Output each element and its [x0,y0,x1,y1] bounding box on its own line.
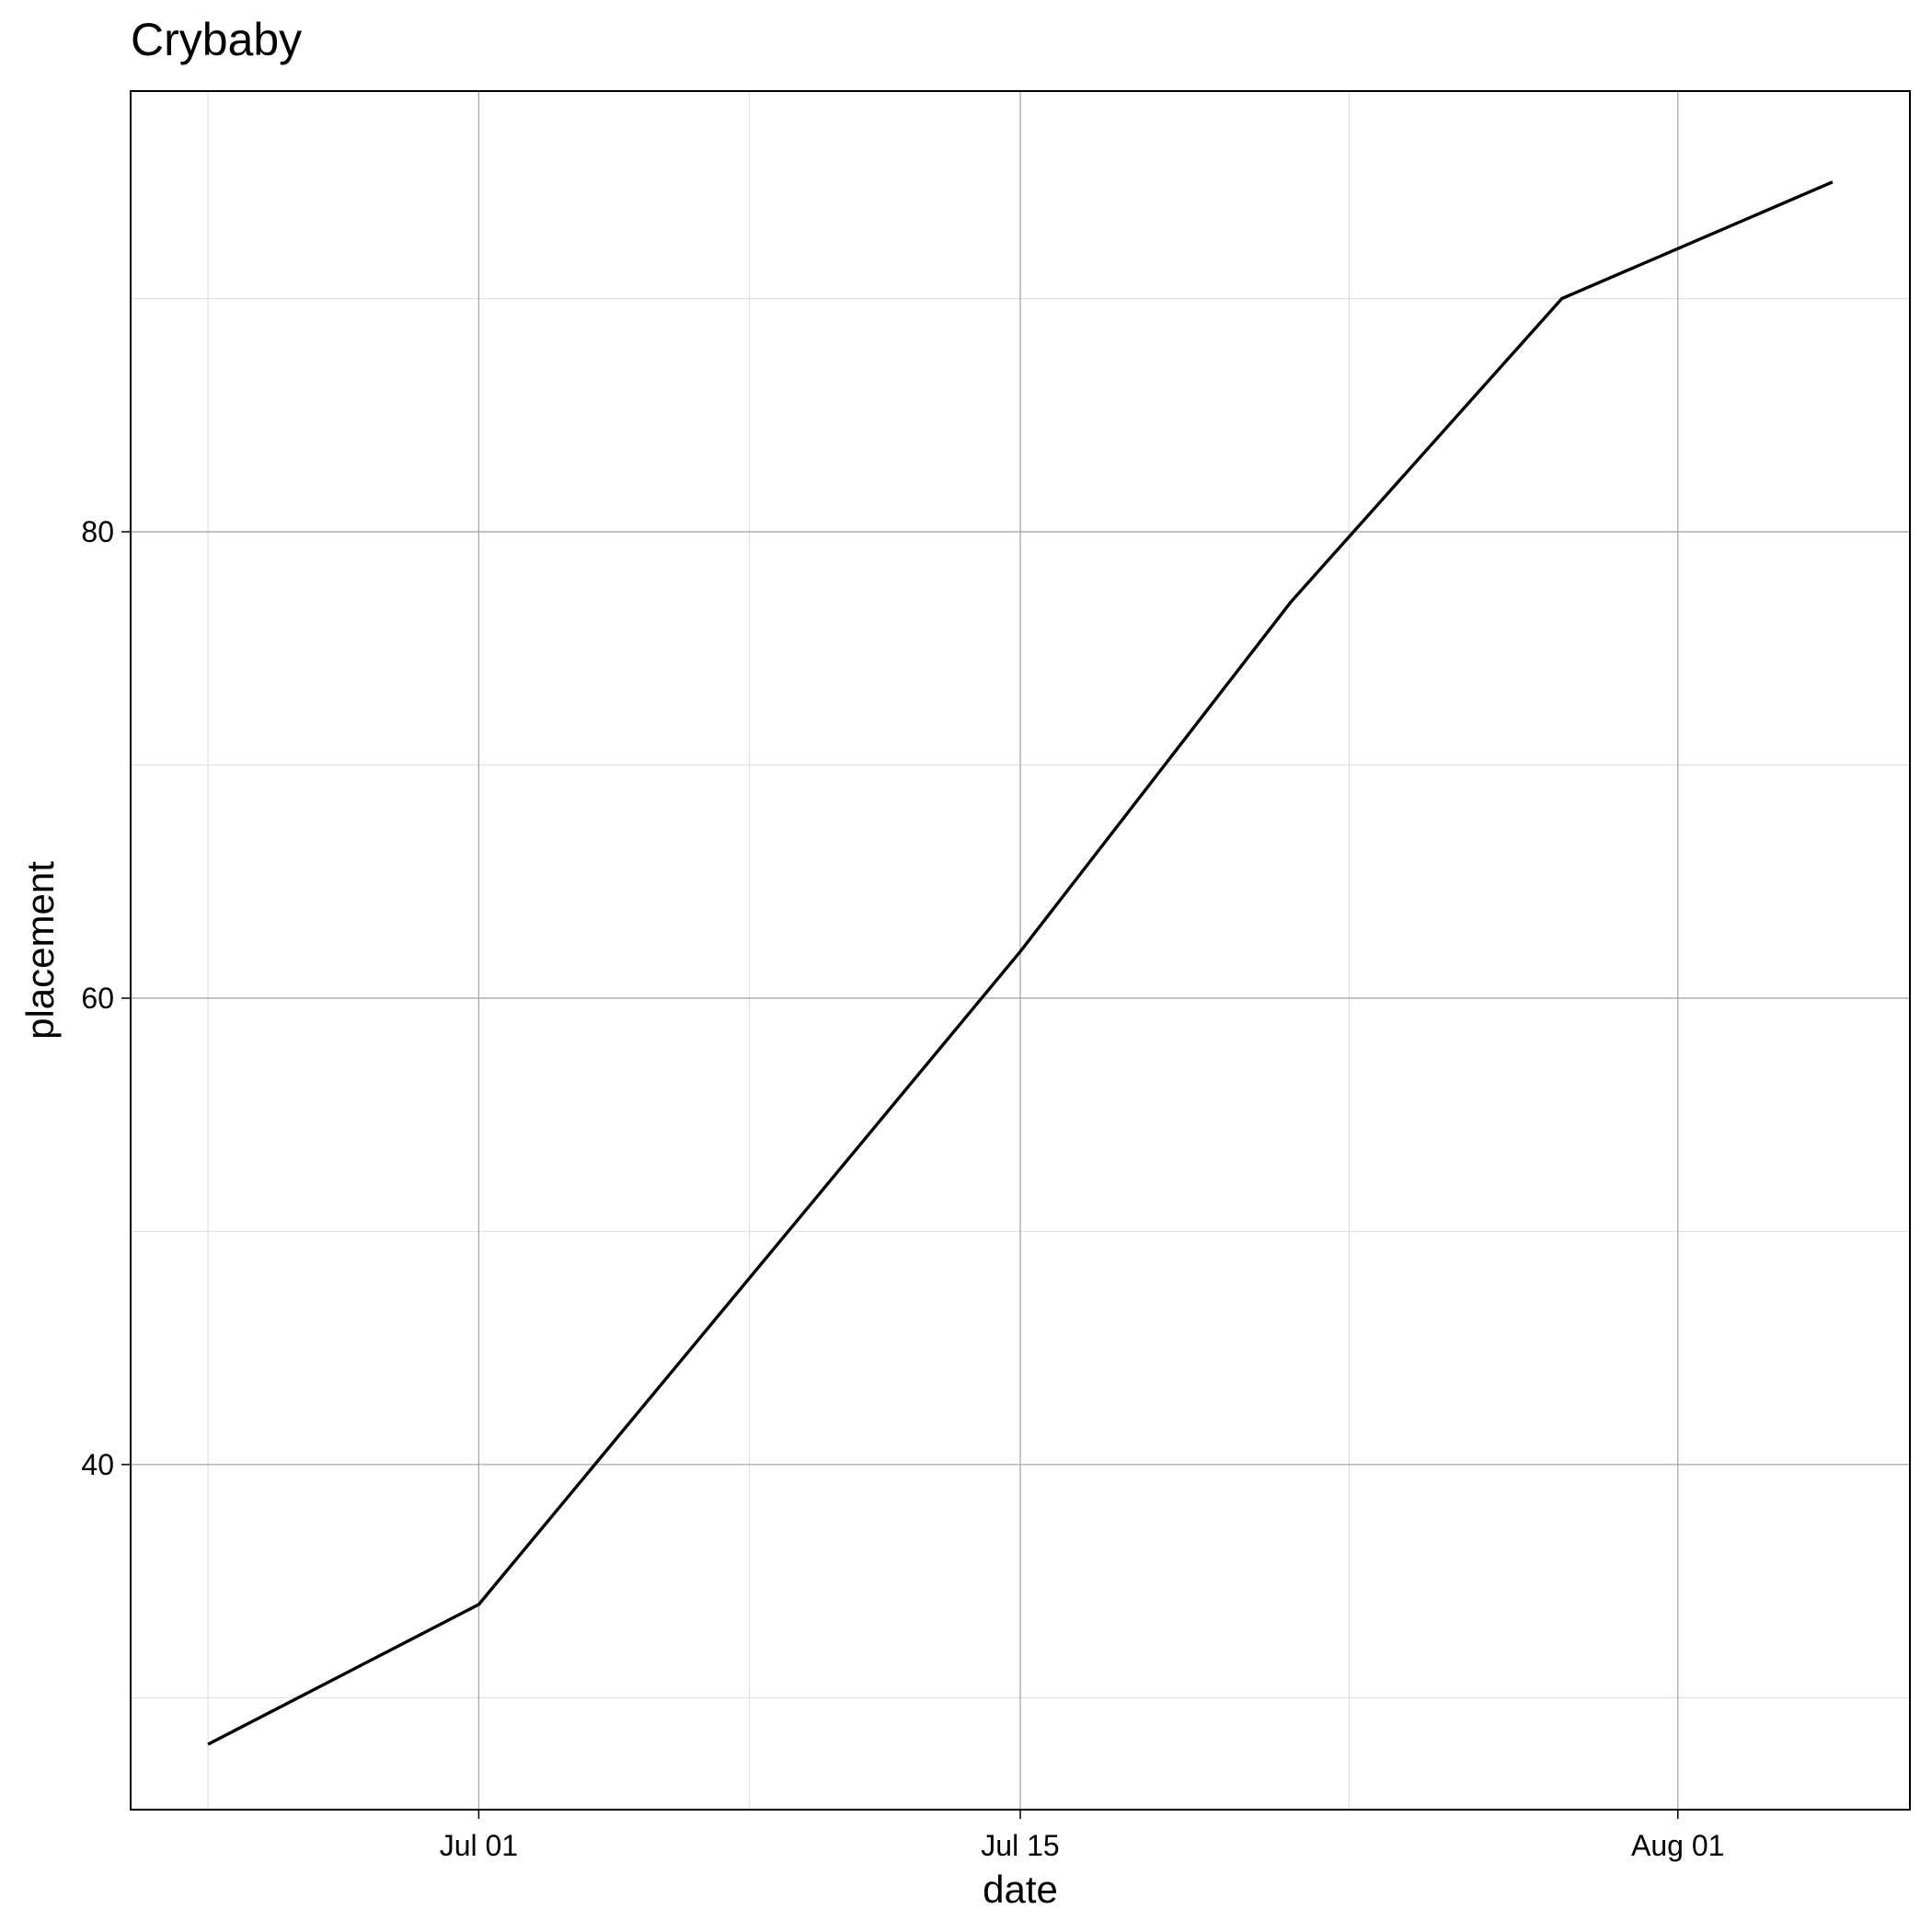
series-line [207,180,1834,1746]
y-axis-label: placement [18,861,62,1040]
x-axis-label: date [983,1868,1058,1911]
y-tick-label: 40 [81,1448,114,1481]
series-layer [207,180,1834,1746]
y-tick-label: 60 [81,982,114,1015]
y-tick-label: 80 [81,515,114,548]
x-tick-label: Aug 01 [1631,1829,1724,1862]
y-axis-ticks: 40 60 80 [81,515,131,1481]
x-tick-label: Jul 15 [981,1829,1059,1862]
x-tick-label: Jul 01 [440,1829,518,1862]
chart-title: Crybaby [131,14,302,65]
x-axis-ticks: Jul 01 Jul 15 Aug 01 [440,1810,1724,1862]
